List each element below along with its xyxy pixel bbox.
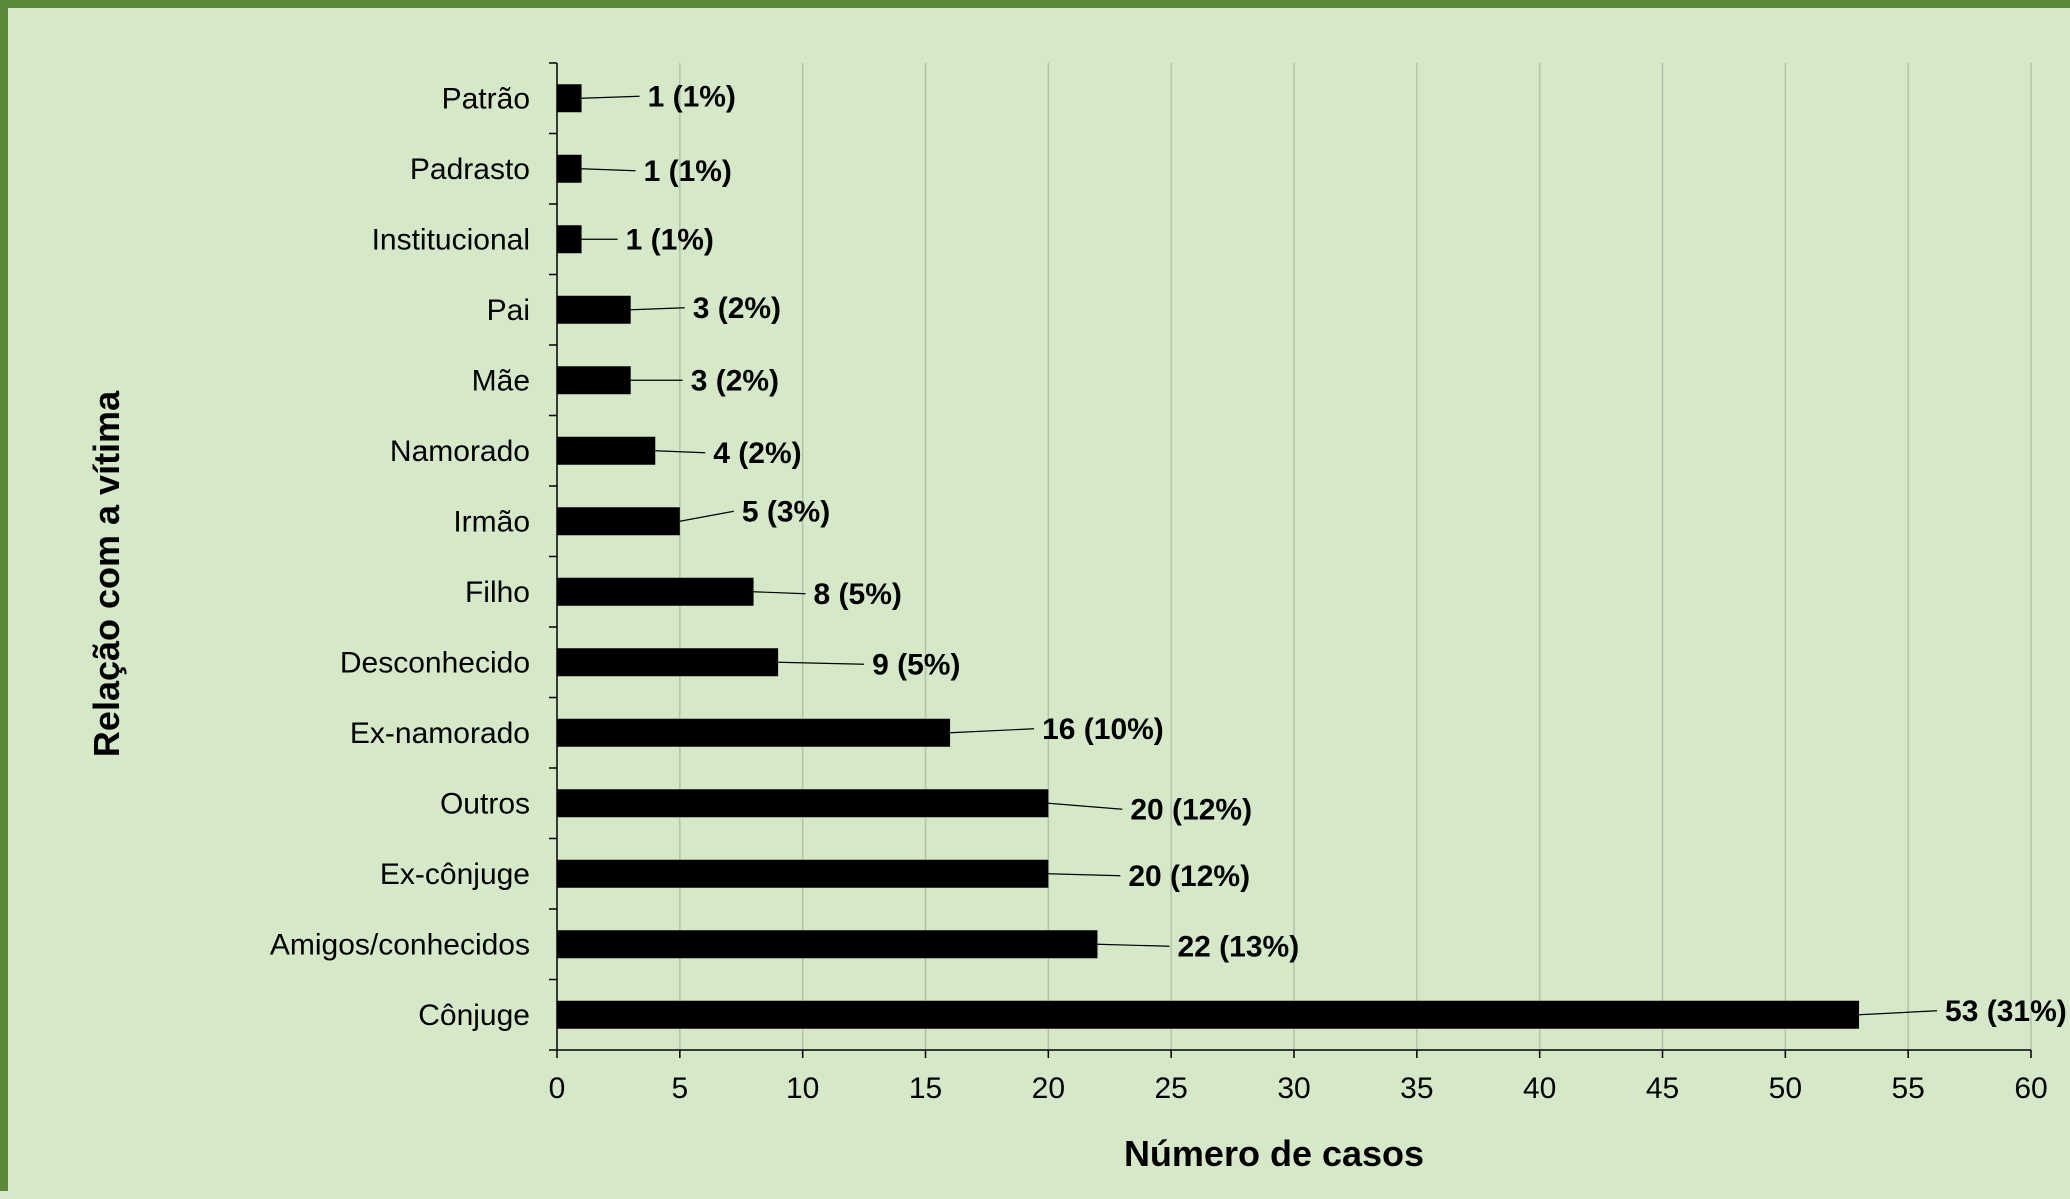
data-label: 9 (5%)	[872, 648, 960, 681]
x-tick-label: 10	[786, 1072, 819, 1105]
leader-line	[630, 307, 685, 311]
category-label: Pai	[487, 294, 530, 327]
x-axis-title: Número de casos	[1124, 1133, 1424, 1174]
leader-line	[778, 661, 865, 665]
bar	[557, 84, 582, 113]
x-tick-label: 40	[1523, 1072, 1556, 1105]
bar	[557, 436, 656, 465]
category-label: Mãe	[472, 364, 530, 397]
leader-line	[1048, 873, 1121, 877]
data-label: 1 (1%)	[648, 80, 736, 113]
category-label: Ex-cônjuge	[380, 858, 530, 891]
category-label: Ex-namorado	[350, 717, 530, 750]
bar	[557, 577, 754, 606]
data-label: 4 (2%)	[713, 437, 801, 470]
x-tick-label: 45	[1646, 1072, 1679, 1105]
data-label: 20 (12%)	[1130, 793, 1252, 826]
category-label: Outros	[440, 787, 530, 820]
leader-line	[655, 450, 706, 454]
category-label: Filho	[465, 576, 530, 609]
bar	[557, 507, 680, 536]
bar	[557, 225, 582, 254]
data-label: 5 (3%)	[742, 495, 830, 528]
bar	[557, 789, 1049, 818]
x-tick-label: 35	[1400, 1072, 1433, 1105]
data-label: 53 (31%)	[1945, 995, 2067, 1028]
leader-line	[1097, 943, 1170, 947]
leader-line	[581, 95, 640, 99]
leader-line	[1859, 1010, 1938, 1016]
leader-line	[950, 728, 1035, 734]
bar-chart: Patrão Padrasto Institucional Pai Mãe Namorad…	[86, 62, 2067, 1174]
x-tick-labels: 0 5 10 15 20 25 30 35 40 45 50 55 60	[549, 1072, 2048, 1105]
category-label: Irmão	[453, 505, 530, 538]
x-tick-label: 20	[1032, 1072, 1065, 1105]
data-label: 16 (10%)	[1042, 713, 1164, 746]
category-labels: Patrão Padrasto Institucional Pai Mãe Namorad…	[270, 82, 530, 1032]
bar	[557, 154, 582, 183]
x-tick-label: 30	[1277, 1072, 1310, 1105]
category-label: Desconhecido	[340, 646, 530, 679]
category-label: Namorado	[390, 435, 530, 468]
bar	[557, 366, 631, 395]
x-tick-label: 60	[2014, 1072, 2047, 1105]
data-label: 3 (2%)	[691, 364, 779, 397]
bar	[557, 718, 951, 747]
category-label: Cônjuge	[418, 999, 530, 1032]
data-label: 20 (12%)	[1128, 860, 1250, 893]
bar	[557, 930, 1098, 959]
bar	[557, 859, 1049, 888]
leader-line	[679, 510, 734, 522]
x-tick-label: 50	[1769, 1072, 1802, 1105]
data-label: 22 (13%)	[1177, 930, 1299, 963]
y-axis-title: Relação com a vítima	[86, 390, 127, 757]
leader-lines	[581, 95, 1938, 1016]
data-label: 3 (2%)	[693, 292, 781, 325]
leader-line	[581, 168, 636, 172]
bar	[557, 1000, 1860, 1029]
category-label: Patrão	[442, 82, 530, 115]
category-label: Institucional	[372, 223, 530, 256]
x-tick-label: 55	[1891, 1072, 1924, 1105]
x-tick-label: 25	[1154, 1072, 1187, 1105]
data-label: 8 (5%)	[814, 578, 902, 611]
leader-line	[753, 591, 806, 595]
category-label: Padrasto	[410, 153, 530, 186]
grid-lines	[679, 63, 2032, 1050]
x-tick-label: 15	[909, 1072, 942, 1105]
bars	[557, 84, 1860, 1029]
data-label: 1 (1%)	[626, 223, 714, 256]
x-tick-label: 5	[671, 1072, 688, 1105]
leader-line	[1048, 802, 1123, 810]
category-label: Amigos/conhecidos	[270, 928, 530, 961]
data-label: 1 (1%)	[644, 155, 732, 188]
bar	[557, 295, 631, 324]
data-labels: 1 (1%) 1 (1%) 1 (1%) 3 (2%) 3 (2%) 4 (2%) 5 (3…	[626, 80, 2067, 1028]
bar	[557, 648, 779, 677]
axes	[549, 62, 2032, 1058]
x-tick-label: 0	[549, 1072, 566, 1105]
